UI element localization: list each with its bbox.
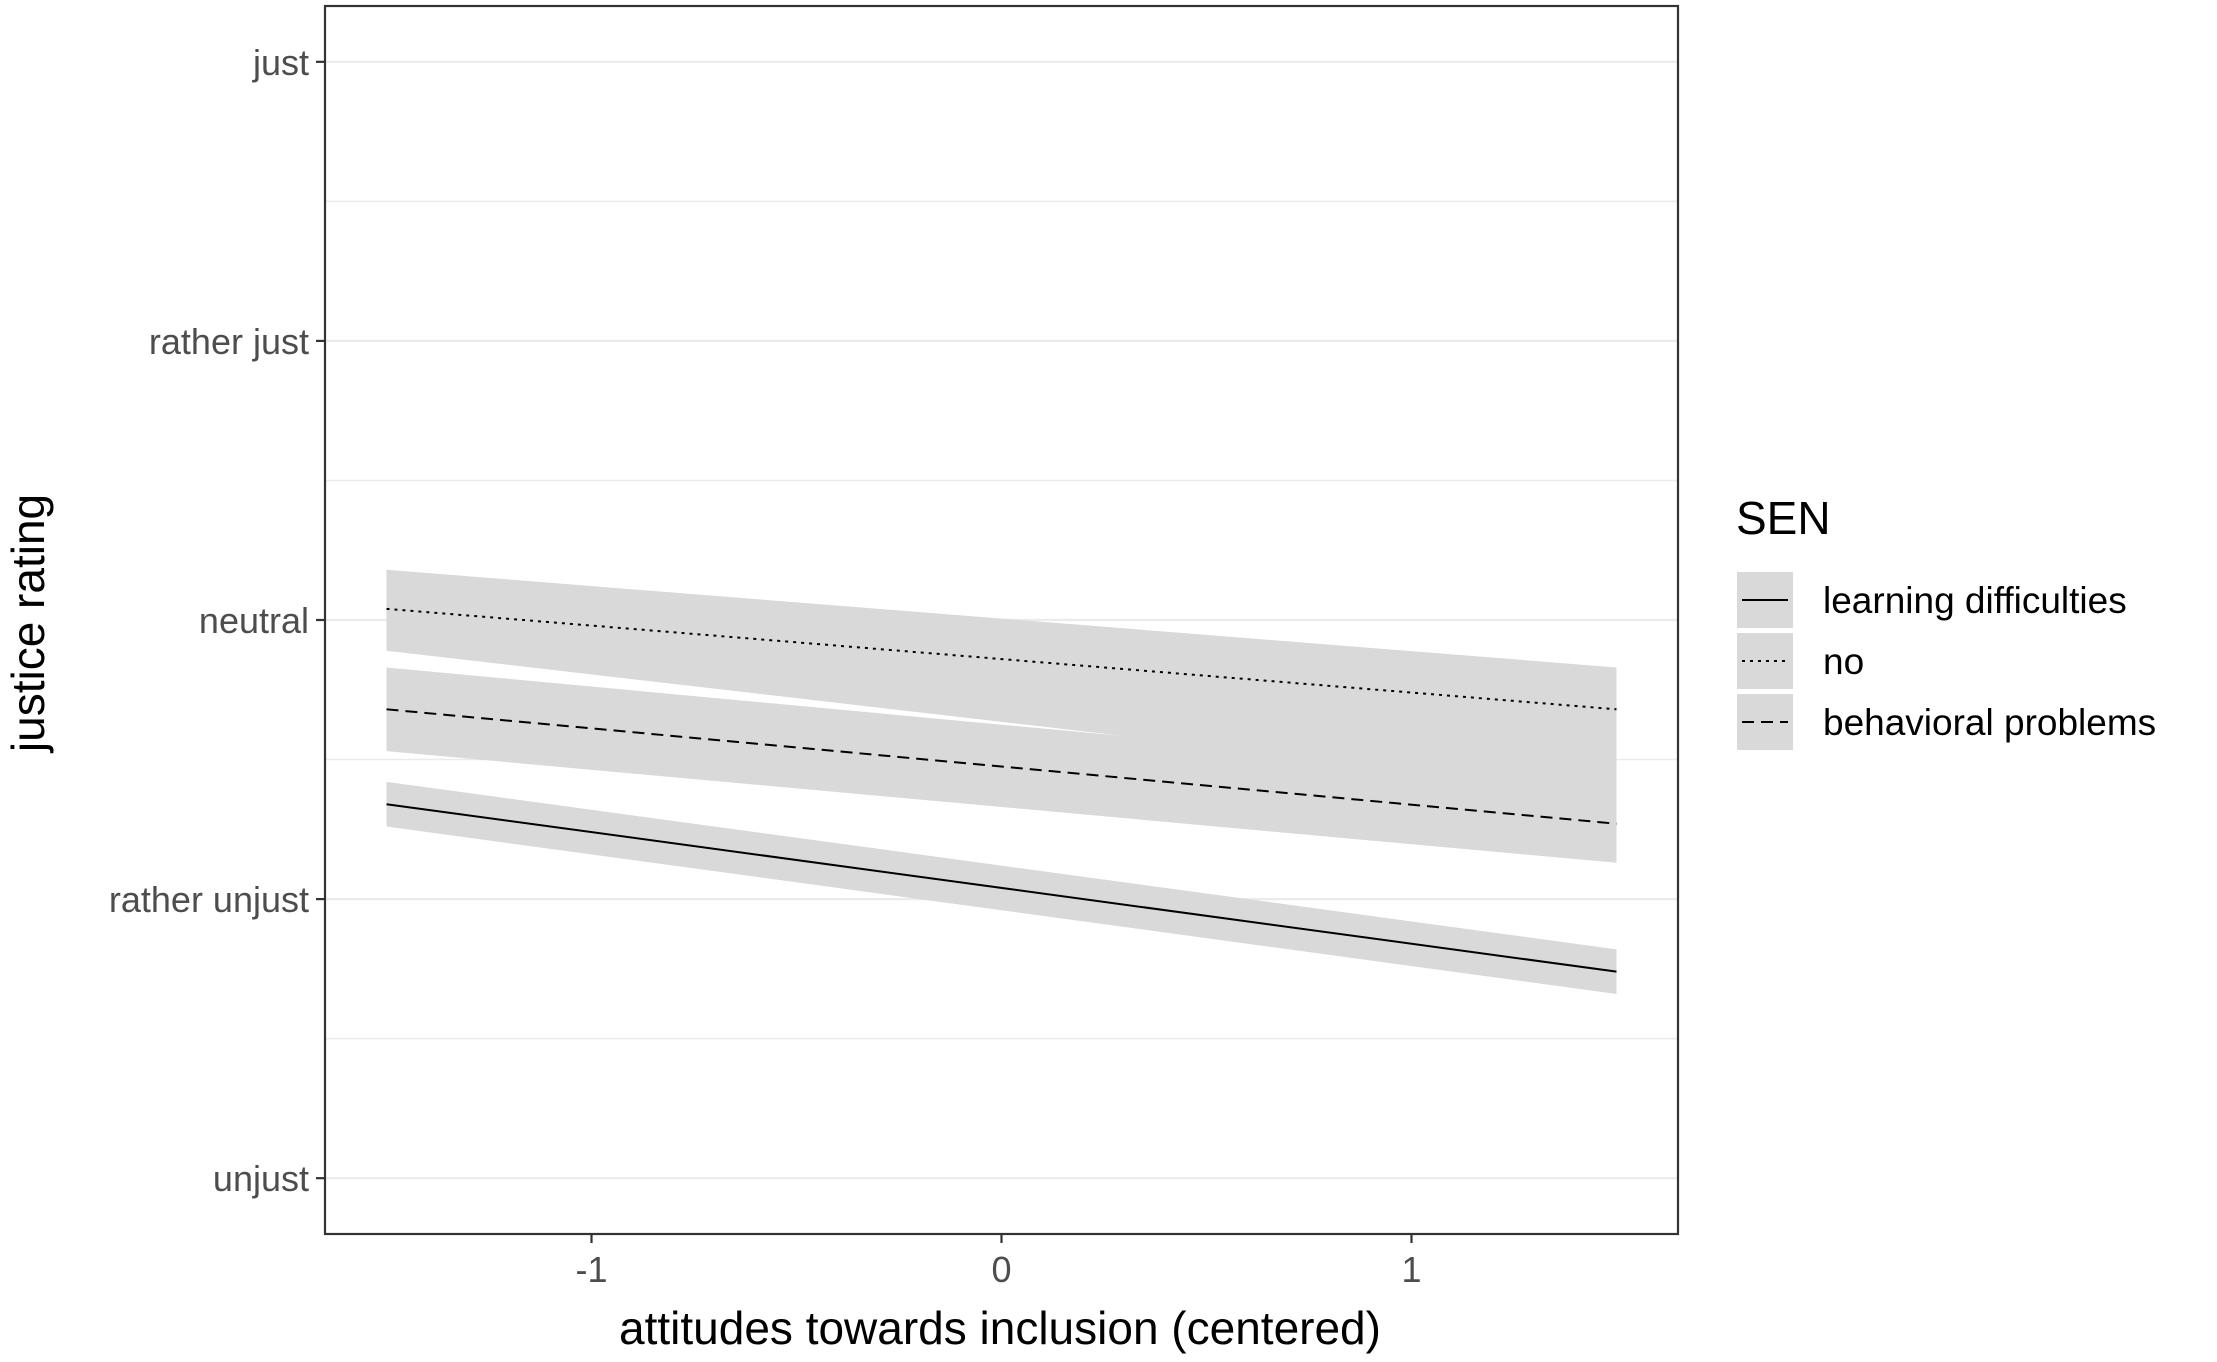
legend-label: no bbox=[1823, 641, 1864, 682]
legend-label: behavioral problems bbox=[1823, 702, 2156, 743]
y-tick-label: rather unjust bbox=[109, 879, 309, 920]
series-line-behavioral-problems bbox=[386, 708, 1617, 825]
y-tick-label: just bbox=[252, 42, 309, 83]
legend-label: learning difficulties bbox=[1823, 580, 2127, 621]
x-axis: -1 0 1 bbox=[575, 1234, 1422, 1290]
legend: SEN learning difficulties no behavioral pr… bbox=[1736, 492, 2156, 750]
series-line-learning-difficulties bbox=[386, 803, 1617, 973]
x-tick-label: 0 bbox=[991, 1249, 1011, 1290]
series-lines bbox=[386, 607, 1617, 973]
legend-item: no bbox=[1737, 633, 1864, 689]
y-tick-label: rather just bbox=[149, 321, 309, 362]
y-tick-label: unjust bbox=[213, 1158, 309, 1199]
y-tick-label: neutral bbox=[199, 600, 309, 641]
x-axis-title: attitudes towards inclusion (centered) bbox=[619, 1302, 1381, 1354]
x-tick-label: -1 bbox=[575, 1249, 607, 1290]
y-axis-title: justice rating bbox=[2, 494, 54, 754]
ci-ribbon-behavioral-problems bbox=[386, 667, 1617, 863]
y-axis: unjust rather unjust neutral rather just jus… bbox=[109, 42, 325, 1199]
legend-title: SEN bbox=[1736, 492, 1831, 544]
legend-item: learning difficulties bbox=[1737, 572, 2127, 628]
x-tick-label: 1 bbox=[1401, 1249, 1421, 1290]
ci-ribbon-no bbox=[386, 569, 1617, 794]
series-line-no bbox=[386, 607, 1617, 711]
legend-item: behavioral problems bbox=[1737, 694, 2156, 750]
